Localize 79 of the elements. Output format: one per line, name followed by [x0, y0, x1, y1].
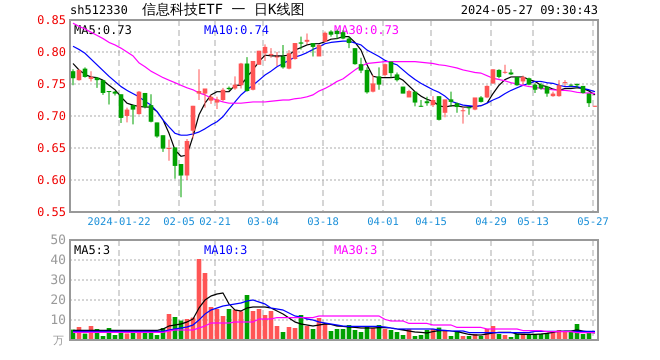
candlestick — [448, 91, 454, 108]
text: MA10:0.74 — [204, 23, 270, 37]
candlestick — [472, 96, 478, 111]
bar — [370, 328, 376, 340]
candlestick — [442, 98, 448, 118]
candlestick — [304, 32, 310, 45]
candlestick — [130, 104, 136, 125]
x-tick-label: 2024-01-22 — [87, 216, 151, 228]
x-tick-label: 03-18 — [307, 216, 339, 228]
y-tick-label: 20 — [50, 293, 66, 308]
candlestick — [118, 94, 124, 124]
x-tick-label: 02-21 — [199, 216, 231, 228]
y-tick-label: 40 — [50, 253, 66, 268]
text: sh512330 — [70, 3, 128, 17]
y-tick-label: 10 — [50, 313, 66, 328]
candlestick — [94, 76, 100, 88]
candlestick — [430, 96, 436, 108]
bar — [442, 331, 448, 340]
candlestick — [376, 66, 382, 90]
text: MA30:0.73 — [334, 23, 400, 37]
candlestick — [82, 66, 88, 78]
candlestick — [76, 68, 82, 82]
candlestick — [346, 36, 352, 49]
bar — [82, 334, 88, 340]
y-tick-label: 0.60 — [37, 173, 66, 187]
bar — [496, 334, 502, 340]
x-tick-label: 05-27 — [577, 216, 609, 228]
x-tick-label: 05-13 — [517, 216, 549, 228]
candlestick — [454, 102, 460, 114]
y-tick-label: 0.85 — [37, 13, 66, 27]
x-tick-label: 04-15 — [415, 216, 447, 228]
y-tick-label: 0.55 — [37, 205, 66, 219]
text: MA5:3 — [74, 243, 110, 257]
y-tick-label: 0.75 — [37, 77, 66, 91]
line-series — [72, 292, 596, 336]
bar — [124, 333, 130, 340]
candlestick — [124, 107, 130, 123]
candlestick — [88, 70, 94, 82]
candlestick — [70, 68, 76, 86]
candlestick — [352, 48, 358, 66]
x-tick-label: 03-04 — [247, 216, 279, 228]
candlestick — [412, 91, 418, 107]
x-tick-label: 04-29 — [475, 216, 507, 228]
text: 2024-05-27 09:30:43 — [460, 3, 598, 17]
y-tick-label: 50 — [50, 233, 66, 248]
candlestick — [166, 139, 172, 162]
x-tick-label: 02-05 — [163, 216, 195, 228]
bar — [304, 326, 310, 340]
y-tick-label: 0.80 — [37, 45, 66, 59]
candlestick — [280, 44, 286, 70]
candlestick — [370, 74, 376, 93]
line-series — [72, 22, 596, 104]
y-axis-title: 万 — [53, 334, 64, 347]
text: MA30:3 — [334, 243, 378, 257]
candlestick — [274, 52, 280, 67]
candlestick — [460, 106, 466, 124]
chart-title: 信息科技ETF 一 日K线图 — [142, 2, 304, 18]
candlestick — [382, 63, 388, 77]
bar — [382, 329, 388, 340]
y-tick-label: 30 — [50, 273, 66, 288]
bar — [280, 332, 286, 340]
candlestick — [388, 61, 394, 78]
y-tick-label: 0.65 — [37, 141, 66, 155]
line-series — [72, 299, 596, 334]
y-tick-label: 0.70 — [37, 109, 66, 123]
candlestick — [136, 90, 142, 116]
candlestick — [484, 84, 490, 99]
candlestick — [436, 96, 442, 121]
bar — [226, 309, 232, 340]
text: MA10:3 — [204, 243, 248, 257]
bar — [244, 295, 250, 340]
bar — [310, 329, 316, 340]
x-tick-label: 04-01 — [367, 216, 399, 228]
candlestick — [586, 93, 592, 108]
line-series — [72, 315, 596, 334]
candlestick — [490, 68, 496, 84]
candlestick — [316, 44, 322, 57]
candlestick — [322, 31, 328, 43]
candlestick — [310, 42, 316, 57]
